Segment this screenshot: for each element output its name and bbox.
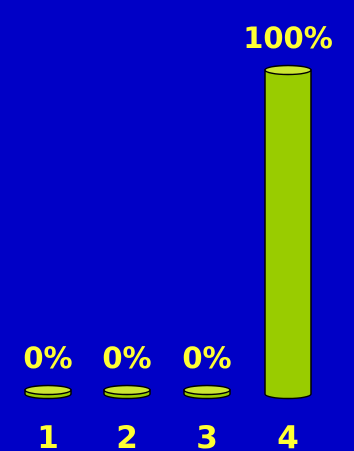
bar-body-4 (264, 69, 312, 400)
bar-4 (264, 64, 312, 400)
category-label-4: 4 (277, 420, 299, 451)
category-label-3: 3 (196, 420, 218, 451)
value-label-4: 100% (243, 21, 333, 55)
value-label-1: 0% (23, 341, 72, 375)
bars-group (24, 64, 312, 400)
bar-2 (103, 384, 151, 400)
value-labels-group: 0% 0% 0% 100% (23, 21, 332, 375)
category-label-2: 2 (116, 420, 138, 451)
value-label-2: 0% (102, 341, 151, 375)
value-label-3: 0% (182, 341, 231, 375)
bar-1 (24, 384, 72, 400)
bar-top-4 (264, 64, 312, 76)
bar-top-3 (183, 384, 231, 396)
category-label-1: 1 (37, 420, 59, 451)
bar-top-2 (103, 384, 151, 396)
bar-3 (183, 384, 231, 400)
bar-top-1 (24, 384, 72, 396)
category-labels-group: 1 2 3 4 (37, 420, 299, 451)
